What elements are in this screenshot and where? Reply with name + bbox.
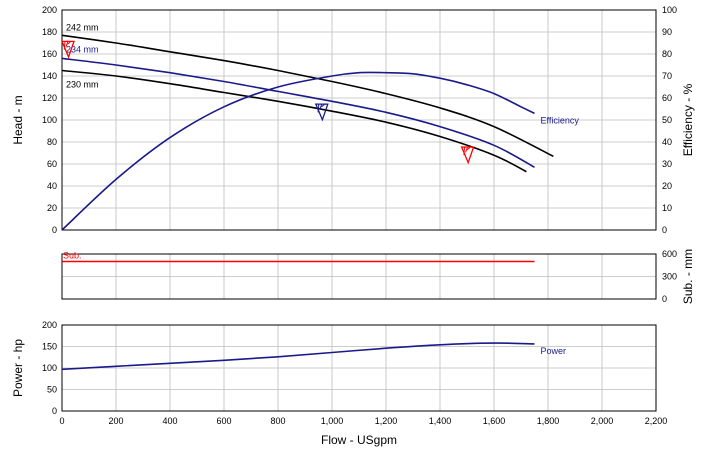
plot-frame — [61, 9, 657, 231]
y2-tick-label: 90 — [662, 27, 672, 37]
y-tick-label: 100 — [42, 363, 57, 373]
y2-tick-label: 20 — [662, 181, 672, 191]
y2-axis-title: Efficiency - % — [681, 83, 695, 156]
series-line-efficiency — [61, 71, 535, 231]
plot-frame — [61, 324, 657, 412]
marker-hatch — [63, 41, 66, 50]
y-tick-label: 100 — [42, 115, 57, 125]
x-tick-label: 1,800 — [537, 416, 560, 426]
marker-hatch — [466, 146, 471, 151]
y2-axis-title: Sub. - mm — [681, 249, 695, 304]
series-label-sub: Sub. — [63, 251, 82, 261]
series-label-230-mm: 230 mm — [66, 80, 99, 90]
x-axis-title: Flow - USgpm — [321, 433, 397, 447]
marker-hatch — [465, 146, 469, 153]
y2-tick-label: 30 — [662, 159, 672, 169]
y2-tick-label: 60 — [662, 93, 672, 103]
y-tick-label: 40 — [47, 181, 57, 191]
x-tick-label: 2,200 — [645, 416, 668, 426]
y-tick-label: 200 — [42, 320, 57, 330]
y-tick-label: 120 — [42, 93, 57, 103]
x-tick-label: 0 — [59, 416, 64, 426]
x-tick-label: 2,000 — [591, 416, 614, 426]
marker-hatch — [65, 41, 69, 48]
marker-hatch — [319, 103, 323, 110]
series-label-power: Power — [541, 346, 567, 356]
x-tick-label: 600 — [216, 416, 231, 426]
y2-tick-label: 40 — [662, 137, 672, 147]
x-tick-label: 400 — [162, 416, 177, 426]
x-tick-label: 800 — [270, 416, 285, 426]
marker-hatch — [463, 146, 466, 156]
y2-tick-label: 80 — [662, 49, 672, 59]
y2-tick-label: 10 — [662, 203, 672, 213]
y-tick-label: 160 — [42, 49, 57, 59]
y2-tick-label: 0 — [662, 294, 667, 304]
y2-tick-label: 600 — [662, 249, 677, 259]
y-tick-label: 50 — [47, 385, 57, 395]
y2-tick-label: 0 — [662, 225, 667, 235]
x-tick-label: 1,200 — [375, 416, 398, 426]
y2-tick-label: 300 — [662, 272, 677, 282]
series-line-234-mm — [61, 57, 535, 169]
x-tick-label: 1,600 — [483, 416, 506, 426]
y2-tick-label: 50 — [662, 115, 672, 125]
operating-point-marker — [314, 103, 329, 122]
y-tick-label: 200 — [42, 5, 57, 15]
y2-tick-label: 70 — [662, 71, 672, 81]
series-label-234-mm: 234 mm — [66, 44, 99, 54]
y-tick-label: 140 — [42, 71, 57, 81]
operating-point-marker — [460, 146, 475, 165]
series-line-230-mm — [61, 69, 527, 173]
marker-hatch — [321, 103, 326, 108]
series-label-242-mm: 242 mm — [66, 22, 99, 32]
y-tick-label: 60 — [47, 159, 57, 169]
y-axis-title: Power - hp — [11, 339, 25, 397]
series-line-242-mm — [61, 34, 554, 158]
x-tick-label: 200 — [108, 416, 123, 426]
y-tick-label: 0 — [52, 406, 57, 416]
y2-tick-label: 100 — [662, 5, 677, 15]
operating-point-marker — [61, 40, 75, 59]
plot-frame — [61, 253, 657, 300]
y-axis-title: Head - m — [11, 95, 25, 144]
y-tick-label: 20 — [47, 203, 57, 213]
marker-hatch — [67, 41, 72, 45]
y-tick-label: 0 — [52, 225, 57, 235]
y-tick-label: 180 — [42, 27, 57, 37]
y-tick-label: 80 — [47, 137, 57, 147]
x-tick-label: 1,400 — [429, 416, 452, 426]
series-label-efficiency: Efficiency — [541, 115, 580, 125]
marker-hatch — [317, 104, 320, 113]
y-tick-label: 150 — [42, 342, 57, 352]
series-line-power — [61, 342, 535, 371]
x-tick-label: 1,000 — [321, 416, 344, 426]
